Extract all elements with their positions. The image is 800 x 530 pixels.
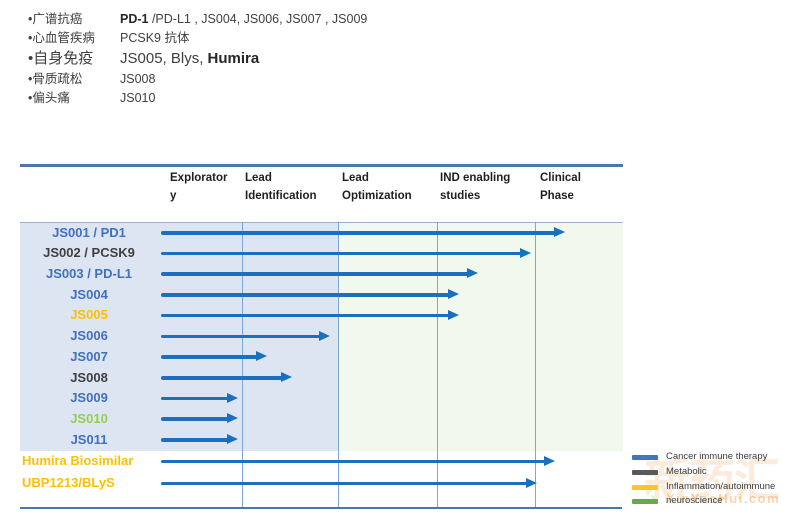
legend-swatch xyxy=(632,484,658,490)
bullet-line-broad-anticancer: •广谱抗癌 PD-1 /PD-L1 , JS004, JS006, JS007 … xyxy=(28,10,367,29)
shaded-region-late-phase xyxy=(338,222,623,451)
pipeline-progress-arrow xyxy=(161,227,565,238)
arrow-head-icon xyxy=(554,227,565,237)
arrow-shaft xyxy=(161,376,283,380)
bullet-term: •骨质疏松 xyxy=(28,72,83,86)
phase-header-clinical: Clinical Phase xyxy=(540,172,581,202)
pipeline-progress-arrow xyxy=(161,309,459,321)
pipeline-progress-arrow xyxy=(161,434,238,445)
summary-bullet-list: •广谱抗癌 PD-1 /PD-L1 , JS004, JS006, JS007 … xyxy=(28,10,367,108)
arrow-head-icon xyxy=(520,247,531,258)
pipeline-progress-arrow xyxy=(161,289,459,300)
arrow-head-icon xyxy=(526,477,537,488)
arrow-shaft xyxy=(161,459,546,463)
arrow-head-icon xyxy=(544,455,555,466)
bullet-text: JS008 xyxy=(120,72,156,86)
phase-gridline xyxy=(437,222,438,508)
legend-swatch xyxy=(632,499,658,505)
legend-swatch xyxy=(632,469,658,475)
pipeline-row-label: JS001 / PD1 xyxy=(52,224,126,240)
bullet-text: JS005, Blys, xyxy=(120,50,208,67)
arrow-head-icon xyxy=(448,309,459,320)
pipeline-progress-arrow xyxy=(161,247,531,259)
pipeline-row-label: Humira Biosimilar xyxy=(22,453,134,468)
phase-header-lead-optimization: Lead Optimization xyxy=(342,172,412,202)
bullet-line-migraine: •偏头痛 JS010 xyxy=(28,89,367,108)
bullet-term: •自身免疫 xyxy=(28,50,94,67)
legend-swatch xyxy=(632,455,658,460)
arrow-shaft xyxy=(161,355,258,359)
bullet-term: •广谱抗癌 xyxy=(28,12,83,26)
pipeline-progress-arrow xyxy=(161,455,555,467)
arrow-shaft xyxy=(161,313,450,318)
arrow-head-icon xyxy=(227,434,238,445)
bullet-line-osteoporosis: •骨质疏松 JS008 xyxy=(28,70,367,89)
pipeline-row-label: JS008 xyxy=(70,369,108,385)
phase-gridline xyxy=(338,222,339,508)
arrow-shaft xyxy=(161,293,450,297)
legend-label: Cancer immune therapy xyxy=(666,451,768,462)
bullet-text-bold: Humira xyxy=(207,50,260,67)
pipeline-progress-arrow xyxy=(161,372,292,383)
pipeline-row-label: JS004 xyxy=(70,286,108,302)
legend-label: neuroscience xyxy=(666,495,723,507)
pipeline-row-label: JS005 xyxy=(70,307,108,323)
pipeline-progress-arrow xyxy=(161,477,537,489)
arrow-shaft xyxy=(161,251,522,256)
bullet-line-cardiovascular: •心血管疾病 PCSK9 抗体 xyxy=(28,29,367,48)
chart-top-border xyxy=(20,164,623,167)
arrow-head-icon xyxy=(227,413,238,424)
arrow-shaft xyxy=(161,438,229,442)
phase-header-ind-enabling: IND enabling studies xyxy=(440,172,511,202)
pipeline-row-label: JS010 xyxy=(70,410,108,426)
arrow-shaft xyxy=(161,272,469,276)
legend-label: Inflammation/autoimmune xyxy=(666,480,776,492)
pipeline-progress-arrow xyxy=(161,351,267,362)
bullet-text: PCSK9 抗体 xyxy=(120,31,190,45)
pipeline-progress-arrow xyxy=(161,392,238,404)
phase-header-exploratory: Exploratory xyxy=(170,172,228,202)
arrow-head-icon xyxy=(256,351,267,362)
arrow-shaft xyxy=(161,481,528,485)
bullet-line-autoimmune: •自身免疫 JS005, Blys, Humira xyxy=(28,48,367,70)
arrow-head-icon xyxy=(448,289,459,300)
arrow-head-icon xyxy=(281,372,292,383)
legend-label: Metabolic xyxy=(666,465,707,477)
pipeline-row-label: JS007 xyxy=(70,348,108,364)
chart-bottom-border xyxy=(20,507,622,509)
bullet-term: •心血管疾病 xyxy=(28,31,95,45)
pipeline-row-label: UBP1213/BLyS xyxy=(22,475,115,490)
bullet-term: •偏头痛 xyxy=(28,91,70,105)
pipeline-row-label: JS011 xyxy=(70,431,108,447)
phase-gridline xyxy=(535,222,536,508)
arrow-head-icon xyxy=(319,330,330,341)
arrow-shaft xyxy=(161,334,321,339)
pipeline-row-label: JS002 / PCSK9 xyxy=(43,245,135,261)
phase-header-lead-identification: Lead Identification xyxy=(245,172,317,202)
pipeline-progress-arrow xyxy=(161,330,330,342)
bullet-text: JS010 xyxy=(120,91,156,105)
bullet-text: /PD-L1 , JS004, JS006, JS007 , JS009 xyxy=(148,12,368,26)
pipeline-progress-arrow xyxy=(161,413,238,424)
pipeline-progress-arrow xyxy=(161,268,478,279)
arrow-shaft xyxy=(161,396,229,401)
phase-gridline xyxy=(242,222,243,508)
pipeline-row-label: JS003 / PD-L1 xyxy=(46,265,132,281)
arrow-shaft xyxy=(161,417,229,421)
bullet-text-bold: PD-1 xyxy=(120,12,149,26)
arrow-head-icon xyxy=(227,392,238,403)
arrow-head-icon xyxy=(467,268,478,279)
pipeline-row-label: JS009 xyxy=(70,390,108,406)
pipeline-row-label: JS006 xyxy=(70,328,108,344)
arrow-shaft xyxy=(161,231,556,235)
